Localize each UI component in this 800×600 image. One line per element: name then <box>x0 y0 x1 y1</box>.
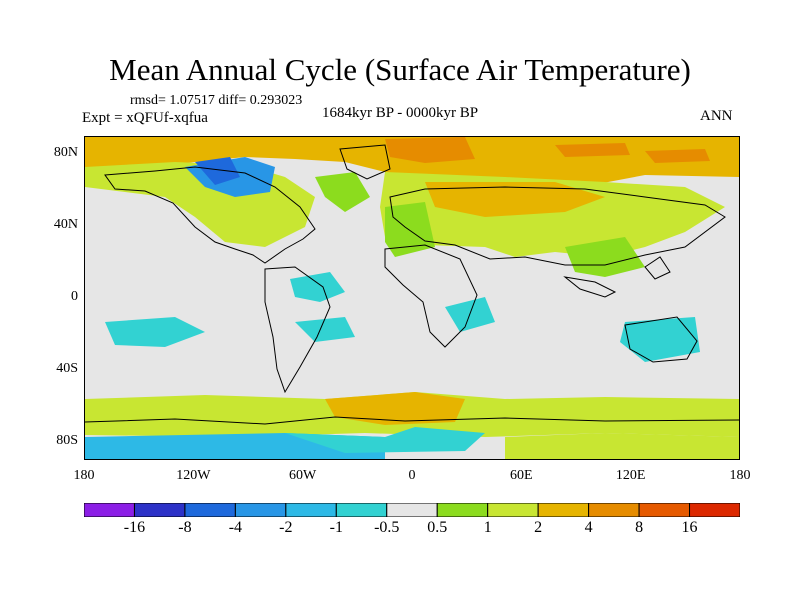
colorbar-box <box>386 503 438 517</box>
colorbar-box <box>487 503 539 517</box>
anomaly-region <box>385 137 475 163</box>
colorbar-label: 0.5 <box>427 519 448 536</box>
colorbar-label: 16 <box>681 519 698 536</box>
anomaly-region <box>505 433 739 459</box>
colorbar-box <box>234 503 287 517</box>
anomaly-region <box>290 272 345 302</box>
lat-tick-label: 40N <box>53 217 78 232</box>
lon-tick-label: 0 <box>408 468 416 483</box>
colorbar-box <box>588 503 640 517</box>
lon-tick-label: 60W <box>289 468 317 483</box>
colorbar-label: -4 <box>228 519 243 536</box>
colorbar-label: -1 <box>329 519 343 536</box>
colorbar-label: -8 <box>178 519 192 536</box>
lon-tick-label: 180 <box>73 468 95 483</box>
anomaly-region <box>385 202 435 257</box>
lon-tick-label: 120E <box>615 468 646 483</box>
temperature-anomaly-map <box>84 136 740 460</box>
anomaly-region <box>105 317 205 347</box>
coastlines <box>85 144 739 425</box>
lat-tick-label: 40S <box>56 361 78 376</box>
lat-tick-label: 80S <box>56 433 78 448</box>
period-label: 1684kyr BP - 0000kyr BP <box>322 105 479 121</box>
anomaly-region <box>645 149 710 163</box>
stats-readout: rmsd= 1.07517 diff= 0.293023 <box>130 93 303 108</box>
anomaly-region <box>425 182 605 217</box>
colorbar-box <box>335 503 388 517</box>
colorbar-label: 8 <box>635 519 644 536</box>
colorbar-label: -16 <box>123 519 146 536</box>
anomaly-region <box>620 317 700 362</box>
colorbar-box <box>537 503 590 517</box>
anomaly-region <box>555 143 630 157</box>
colorbar-box <box>436 503 489 517</box>
colorbar-label: 4 <box>584 519 593 536</box>
colorbar-box <box>133 503 186 517</box>
colorbar-label: 1 <box>483 519 492 536</box>
colorbar-label: -2 <box>279 519 293 536</box>
colorbar-box <box>638 503 691 517</box>
lat-tick-label: 0 <box>71 289 78 304</box>
colorbar-label: 2 <box>534 519 543 536</box>
colorbar-box <box>184 503 236 517</box>
anomaly-region <box>565 237 645 277</box>
anomaly-region <box>285 427 485 453</box>
lon-tick-label: 60E <box>510 468 533 483</box>
experiment-label: Expt = xQFUf-xqfua <box>82 110 208 126</box>
colorbar-box <box>285 503 337 517</box>
anomaly-region <box>195 157 240 185</box>
colorbar-label: -0.5 <box>374 519 400 536</box>
season-label: ANN <box>700 108 733 124</box>
lon-tick-label: 180 <box>729 468 751 483</box>
lat-tick-label: 80N <box>53 145 78 160</box>
map-canvas <box>85 137 739 459</box>
anomaly-region <box>325 392 465 425</box>
anomaly-region <box>315 172 370 212</box>
colorbar-box <box>689 503 740 517</box>
plot-title: Mean Annual Cycle (Surface Air Temperatu… <box>109 52 691 87</box>
colorbar <box>84 503 740 517</box>
lon-tick-label: 120W <box>176 468 211 483</box>
colorbar-box <box>84 503 135 517</box>
anomaly-region <box>295 317 355 342</box>
